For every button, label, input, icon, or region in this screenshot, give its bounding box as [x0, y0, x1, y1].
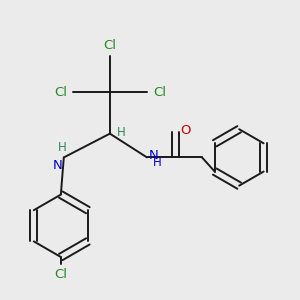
Text: Cl: Cl [54, 268, 67, 281]
Text: H: H [117, 126, 126, 139]
Text: Cl: Cl [54, 85, 67, 98]
Text: N: N [52, 159, 62, 172]
Text: H: H [58, 141, 67, 154]
Text: O: O [181, 124, 191, 137]
Text: H: H [152, 156, 161, 169]
Text: N: N [148, 148, 158, 162]
Text: Cl: Cl [103, 39, 116, 52]
Text: Cl: Cl [153, 85, 166, 98]
